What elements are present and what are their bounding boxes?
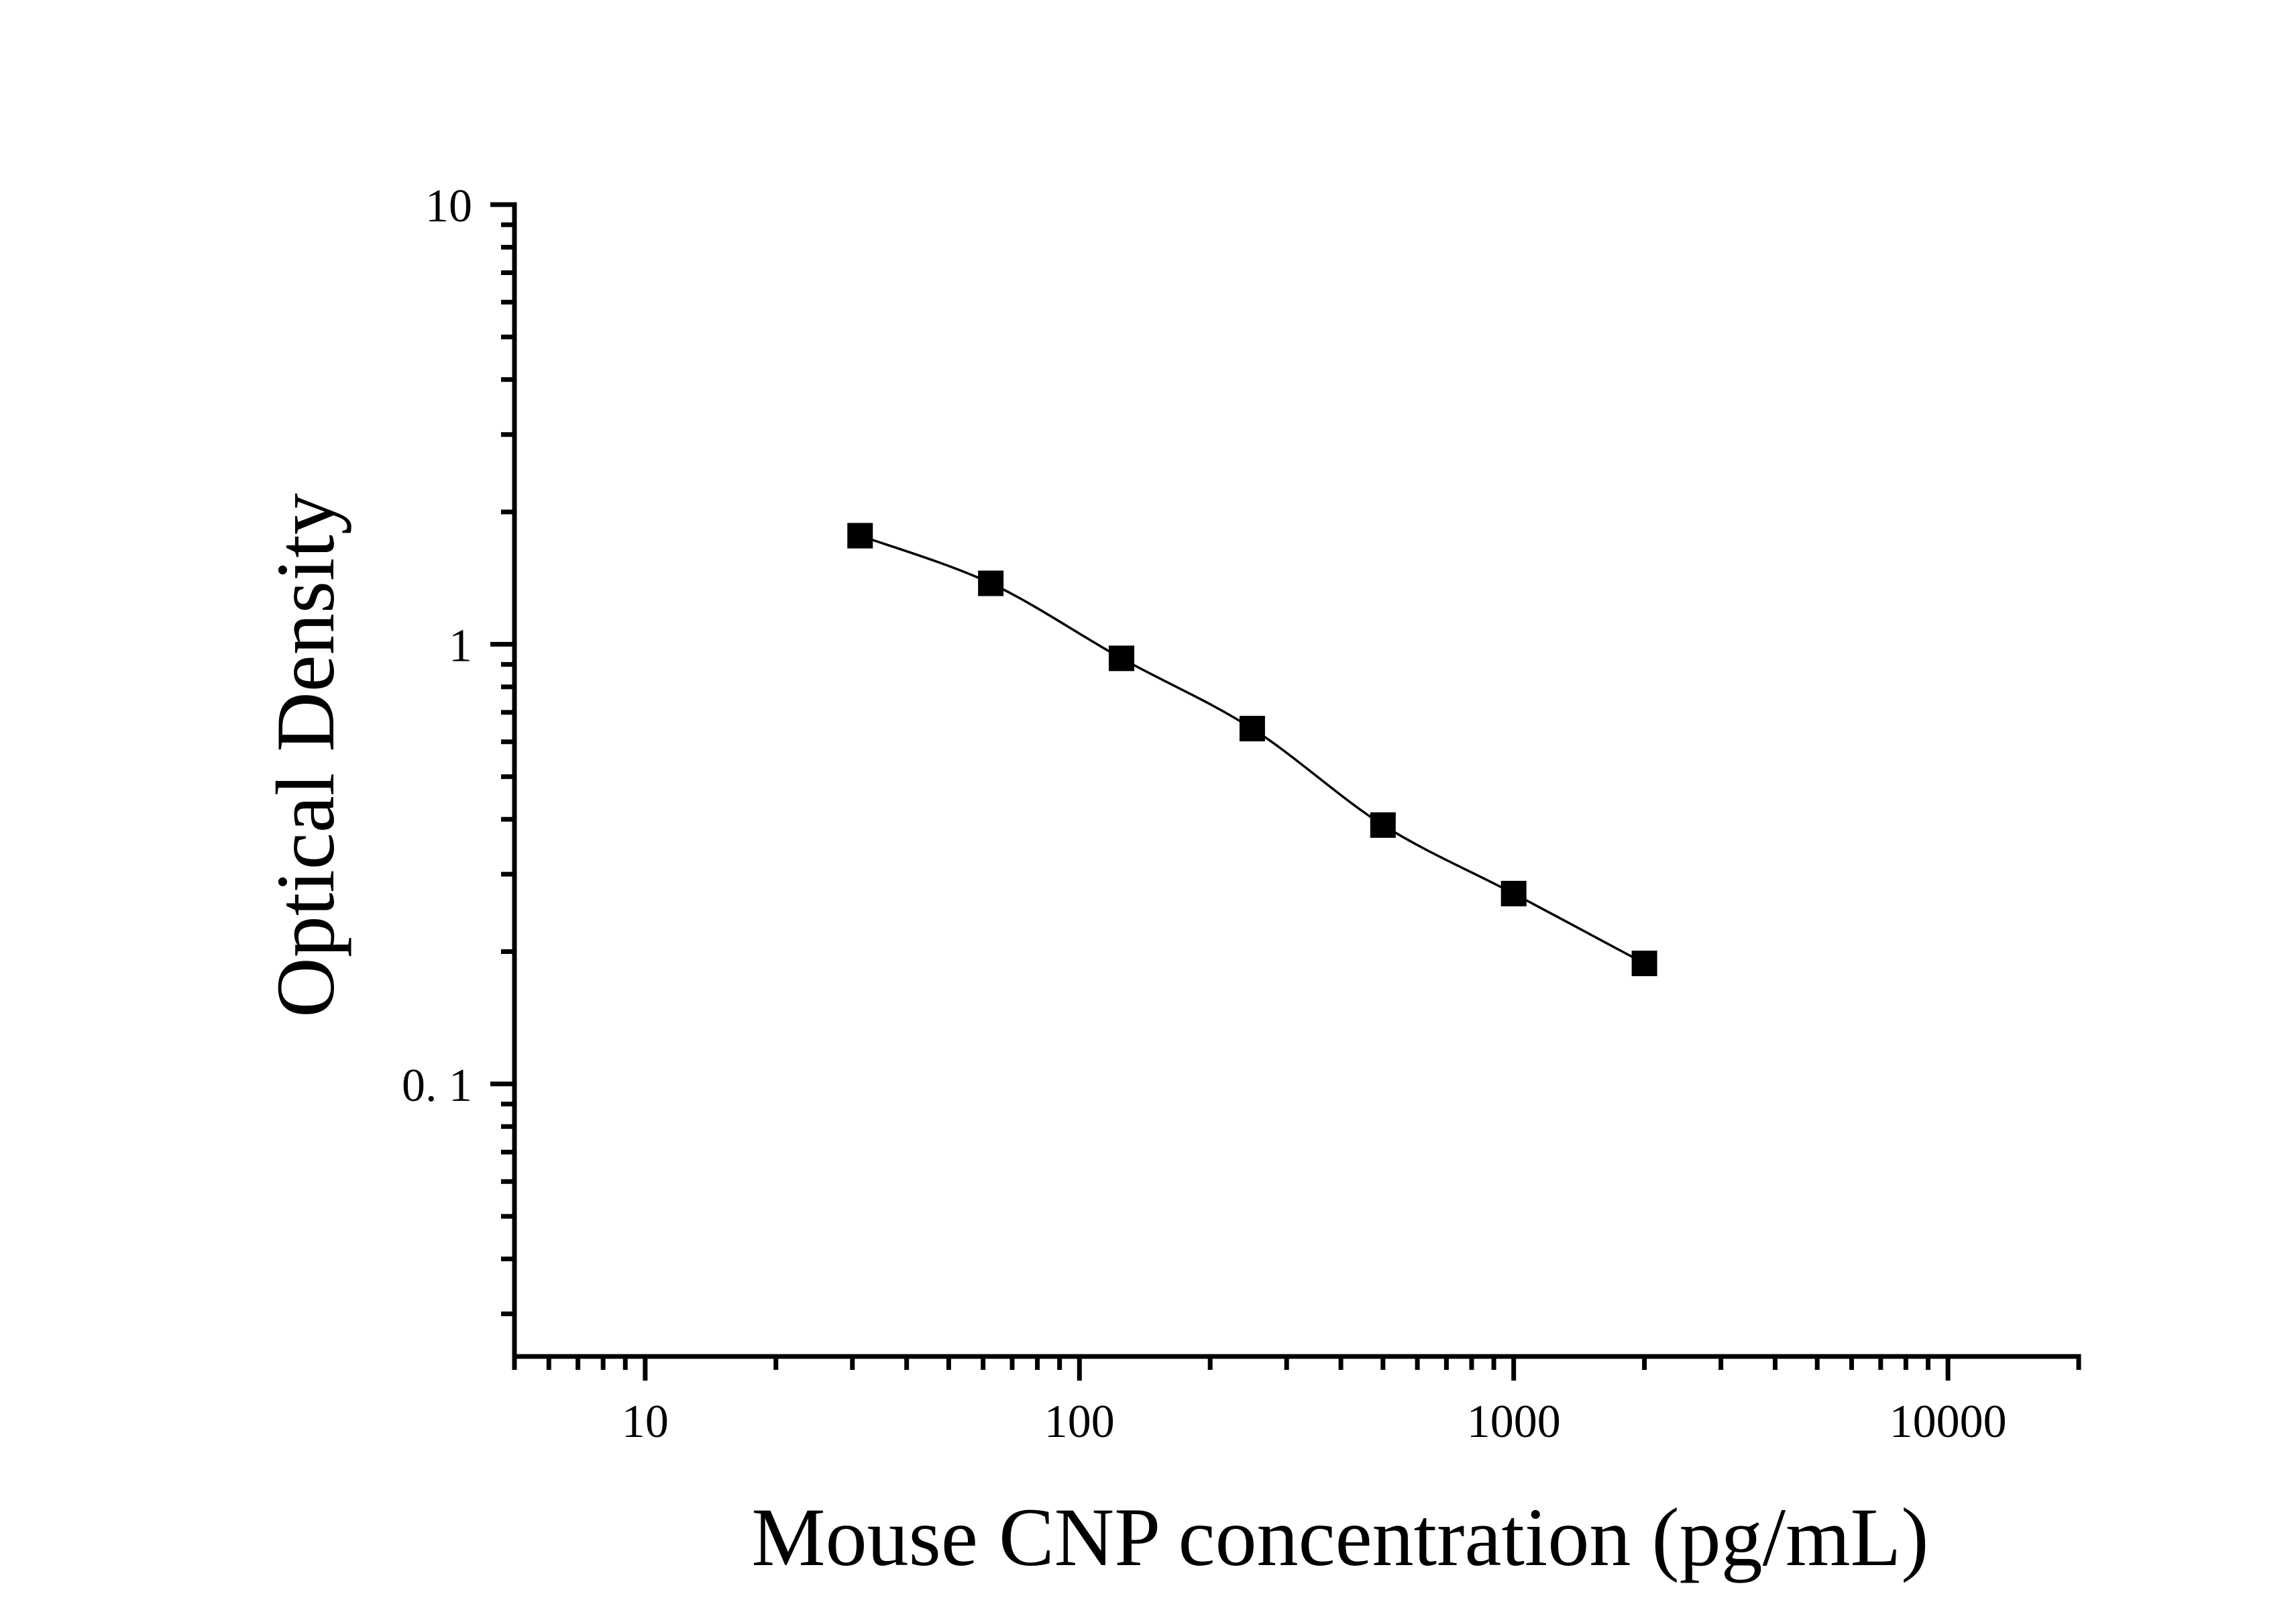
x-tick-label: 10 — [622, 1396, 669, 1448]
data-point-marker — [1370, 812, 1396, 838]
y-tick-label: 10 — [425, 180, 472, 232]
data-point-marker — [1109, 645, 1135, 672]
data-point-marker — [1631, 951, 1657, 977]
x-tick-label: 100 — [1044, 1396, 1115, 1448]
x-tick-labels: 10 100 1000 10000 — [622, 1396, 2007, 1448]
major-ticks — [490, 202, 1951, 1381]
y-tick-labels: 0. 1 1 10 — [402, 180, 472, 1112]
y-tick-label: 0. 1 — [402, 1060, 472, 1112]
x-tick-label: 10000 — [1890, 1396, 2007, 1448]
data-point-marker — [1239, 716, 1265, 742]
data-markers — [847, 523, 1657, 977]
y-tick-label: 1 — [449, 620, 472, 672]
data-point-marker — [847, 523, 873, 549]
y-axis-title: Optical Density — [260, 493, 351, 1018]
x-tick-label: 1000 — [1467, 1396, 1561, 1448]
x-axis-title: Mouse CNP concentration (pg/mL) — [751, 1491, 1928, 1583]
data-point-marker — [978, 570, 1004, 596]
data-point-marker — [1500, 881, 1527, 907]
